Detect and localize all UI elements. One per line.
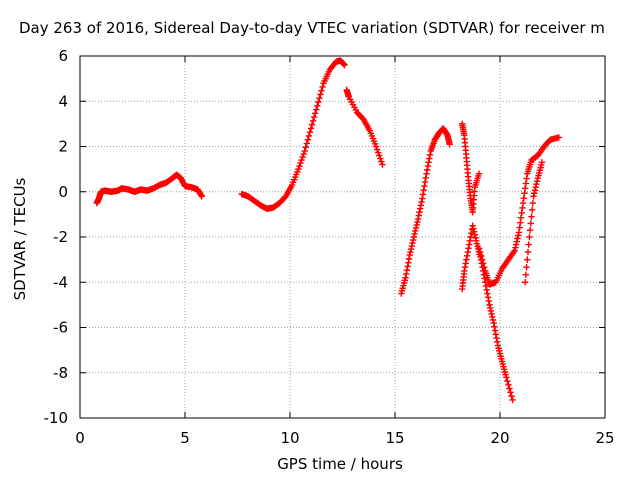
data-point: [480, 260, 487, 267]
data-point: [376, 152, 383, 159]
data-point: [319, 83, 326, 91]
data-point: [476, 248, 484, 256]
x-tick-label: 15: [385, 429, 404, 447]
data-point: [379, 161, 386, 168]
chart-title: Day 263 of 2016, Sidereal Day-to-day VTE…: [19, 19, 605, 37]
y-tick-label: -6: [53, 319, 68, 337]
x-tick-label: 0: [75, 429, 85, 447]
data-point: [529, 206, 536, 214]
x-axis-label: GPS time / hours: [277, 455, 403, 473]
data-point: [508, 392, 515, 400]
data-point: [296, 162, 303, 170]
data-point: [524, 256, 531, 263]
plot-frame: [79, 55, 606, 419]
y-tick-label: -10: [44, 409, 69, 427]
data-point: [503, 374, 510, 381]
data-point: [509, 396, 516, 404]
data-point: [198, 193, 205, 200]
data-point: [523, 263, 530, 271]
x-tick-label: 25: [595, 429, 614, 447]
data-point: [305, 132, 313, 140]
data-point: [295, 165, 302, 173]
data-point: [378, 158, 385, 165]
data-point: [298, 156, 305, 164]
data-point: [446, 141, 453, 148]
y-tick-label: -4: [53, 273, 68, 291]
data-points: [93, 57, 562, 404]
data-point: [528, 213, 535, 220]
data-point: [309, 117, 317, 125]
x-tick-label: 5: [180, 429, 190, 447]
data-point: [299, 153, 306, 161]
data-point: [477, 252, 485, 260]
data-point: [373, 146, 381, 153]
axis-ticks: 0 5 10 15 20 25 -10 -8 -6 -4 -2 0 2 4 6: [44, 47, 615, 447]
data-point: [505, 381, 512, 389]
data-point: [307, 125, 315, 132]
data-point: [522, 279, 529, 286]
grid: [80, 56, 605, 418]
data-point: [506, 385, 513, 392]
data-point: [475, 245, 483, 252]
data-point: [313, 106, 320, 113]
data-point: [308, 121, 316, 128]
data-point: [310, 113, 318, 121]
data-point: [481, 263, 488, 271]
data-point: [302, 144, 309, 151]
data-point: [377, 155, 384, 162]
data-point: [555, 134, 562, 141]
data-point: [317, 91, 324, 98]
data-point: [525, 241, 532, 248]
data-point: [300, 150, 307, 158]
data-point: [538, 159, 546, 166]
data-point: [312, 110, 319, 117]
y-tick-label: 6: [58, 47, 68, 65]
data-point: [318, 87, 325, 94]
data-point: [372, 143, 380, 150]
data-point: [306, 128, 314, 136]
data-point: [475, 170, 483, 177]
data-point: [524, 248, 532, 256]
data-point: [529, 199, 537, 207]
data-point: [507, 389, 514, 396]
data-point: [504, 377, 511, 385]
data-point: [522, 271, 530, 278]
data-point: [315, 98, 322, 106]
y-tick-label: 0: [58, 183, 68, 201]
data-point: [314, 102, 321, 109]
data-point: [341, 61, 348, 69]
x-tick-label: 10: [280, 429, 299, 447]
data-point: [478, 256, 486, 263]
y-tick-label: 4: [58, 92, 68, 110]
y-tick-label: 2: [58, 138, 68, 156]
x-tick-label: 20: [490, 429, 509, 447]
data-point: [526, 227, 534, 234]
data-point: [375, 149, 382, 156]
y-tick-label: -8: [53, 364, 68, 382]
y-tick-label: -2: [53, 228, 68, 246]
data-point: [526, 233, 533, 241]
data-point: [301, 147, 308, 155]
data-point: [316, 95, 323, 102]
data-point: [297, 159, 304, 167]
data-point: [527, 220, 534, 227]
data-point: [304, 136, 312, 143]
data-point: [303, 140, 310, 147]
